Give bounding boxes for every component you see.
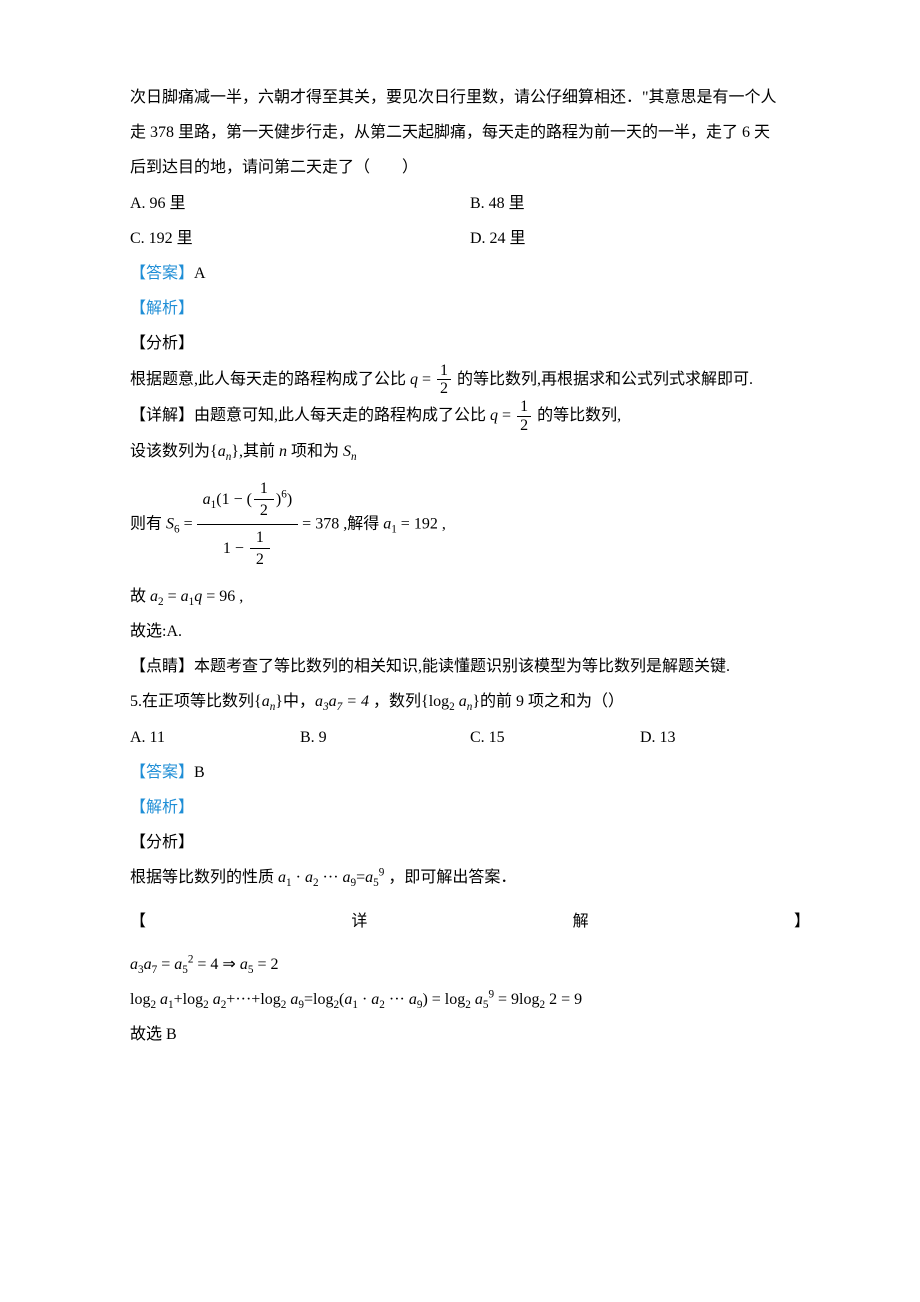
detail-close: 】 xyxy=(794,904,810,939)
q5-stem-pre: 在正项等比数列 xyxy=(142,693,254,710)
q5-brace-r2: } xyxy=(472,693,480,710)
q4-answer: 【答案】A xyxy=(130,256,810,291)
q4-fenxi: 【分析】 xyxy=(130,326,810,361)
s6-den: 1 − 12 xyxy=(197,525,299,573)
s6-den-pre: 1 − xyxy=(223,539,248,556)
q4-analysis-q: q xyxy=(410,371,418,388)
q4-s6-equation: 则有 S6 = a1(1 − (12)6) 1 − 12 = 378 ,解得 a… xyxy=(130,476,810,573)
q5-log-a: a xyxy=(459,693,467,710)
a2-a1: a xyxy=(181,588,189,605)
q4-detail-eq: = xyxy=(498,407,515,424)
detail-mid2: 解 xyxy=(573,904,589,939)
q5-choice-a: A. 11 xyxy=(130,720,300,755)
q5-a3a7: a3a7 = 4 xyxy=(315,693,369,710)
q5-select: 故选 B xyxy=(130,1017,810,1052)
q4-detail-post: 的等比数列, xyxy=(533,407,621,424)
set-seq-n: n xyxy=(279,443,287,460)
q4-jiexi: 【解析】 xyxy=(130,291,810,326)
q5-log-base: 2 xyxy=(449,702,455,714)
a2-eq: = xyxy=(164,588,181,605)
q4-select: 故选:A. xyxy=(130,614,810,649)
brace-r: } xyxy=(231,443,239,460)
q4-analysis-pre: 根据题意,此人每天走的路程构成了公比 xyxy=(130,371,410,388)
q4-choices-row2: C. 192 里 D. 24 里 xyxy=(130,221,810,256)
frac-num: 1 xyxy=(437,362,451,381)
q4-analysis-post: 的等比数列,再根据求和公式列式求解即可. xyxy=(453,371,753,388)
s6-fraction: a1(1 − (12)6) 1 − 12 xyxy=(197,476,299,573)
s6-S: S xyxy=(166,515,174,532)
frac-den: 2 xyxy=(437,380,451,398)
a2-val: = 96 , xyxy=(202,588,243,605)
q4-stem-line2: 走 378 里路，第一天健步行走，从第二天起脚痛，每天走的路程为前一天的一半，走… xyxy=(130,115,810,150)
q4-dianjing: 【点睛】本题考查了等比数列的相关知识,能读懂题识别该模型为等比数列是解题关键. xyxy=(130,649,810,684)
set-seq-mid: ,其前 xyxy=(239,443,279,460)
a2-a: a xyxy=(150,588,158,605)
q5-stem-post: 的前 9 项之和为（） xyxy=(480,693,624,710)
s6-num: a1(1 − (12)6) xyxy=(197,476,299,525)
half-fraction-2: 12 xyxy=(517,398,531,434)
a2-pre: 故 xyxy=(130,588,150,605)
q5-choice-b: B. 9 xyxy=(300,720,470,755)
q5-fenxi: 【分析】 xyxy=(130,825,810,860)
set-seq-S: S xyxy=(343,443,351,460)
q5-a: a xyxy=(262,693,270,710)
q5-eq1: a3a7 = a52 = 4 ⇒ a5 = 2 xyxy=(130,947,810,982)
s6-pre: 则有 xyxy=(130,515,166,532)
q5-brace-l: { xyxy=(254,693,262,710)
half-fraction: 12 xyxy=(437,362,451,398)
answer-label: 【答案】 xyxy=(130,764,194,781)
q4-choice-b: B. 48 里 xyxy=(470,186,810,221)
jiexi-label: 【解析】 xyxy=(130,799,194,816)
q4-detail: 【详解】由题意可知,此人每天走的路程构成了公比 q = 12 的等比数列, xyxy=(130,398,810,434)
s6-a1val: = 192 , xyxy=(397,515,446,532)
q4-choices-row1: A. 96 里 B. 48 里 xyxy=(130,186,810,221)
set-seq-pre: 设该数列为 xyxy=(130,443,210,460)
s6-a1: a xyxy=(383,515,391,532)
q4-choice-c: C. 192 里 xyxy=(130,221,470,256)
q5-choices: A. 11 B. 9 C. 15 D. 13 xyxy=(130,720,810,755)
detail-open: 【 xyxy=(130,904,146,939)
q5-answer-value: B xyxy=(194,764,205,781)
q5-analysis-pre: 根据等比数列的性质 xyxy=(130,869,278,886)
q5-mid: 中， xyxy=(283,693,315,710)
answer-label: 【答案】 xyxy=(130,265,194,282)
q4-a2: 故 a2 = a1q = 96 , xyxy=(130,579,810,614)
q5-eq2: log2 a1+log2 a2+···+log2 a9=log2(a1 · a2… xyxy=(130,982,810,1017)
q5-choice-d: D. 13 xyxy=(640,720,810,755)
q5-stem: 5.在正项等比数列{an}中，a3a7 = 4 ，数列{log2 an}的前 9… xyxy=(130,684,810,719)
q4-stem-line3: 后到达目的地，请问第二天走了（ ） xyxy=(130,150,810,185)
q4-analysis: 根据题意,此人每天走的路程构成了公比 q = 12 的等比数列,再根据求和公式列… xyxy=(130,362,810,398)
s6-eq: = xyxy=(180,515,197,532)
q5-brace-r: } xyxy=(275,693,283,710)
q4-analysis-eq: = xyxy=(418,371,435,388)
q4-choice-d: D. 24 里 xyxy=(470,221,810,256)
q5-jiexi: 【解析】 xyxy=(130,790,810,825)
q5-num: 5. xyxy=(130,693,142,710)
q5-analysis-prod: a1 · a2 ··· a9=a59 xyxy=(278,869,384,886)
frac-num: 1 xyxy=(517,398,531,417)
q4-detail-label: 【详解】 xyxy=(130,407,194,424)
q5-choice-c: C. 15 xyxy=(470,720,640,755)
set-seq-mid2: 项和为 xyxy=(287,443,343,460)
q4-set-seq: 设该数列为{an},其前 n 项和为 Sn xyxy=(130,434,810,469)
brace-l: { xyxy=(210,443,218,460)
detail-mid: 详 xyxy=(351,904,367,939)
q5-mid2: ，数列 xyxy=(369,693,421,710)
q4-detail-pre: 由题意可知,此人每天走的路程构成了公比 xyxy=(194,407,490,424)
q5-answer: 【答案】B xyxy=(130,755,810,790)
frac-den: 2 xyxy=(517,417,531,435)
s6-result: = 378 ,解得 xyxy=(298,515,383,532)
q4-choice-a: A. 96 里 xyxy=(130,186,470,221)
q5-brace-l2: { xyxy=(421,693,429,710)
q5-analysis: 根据等比数列的性质 a1 · a2 ··· a9=a59 ，即可解出答案． xyxy=(130,860,810,895)
seq-a: a xyxy=(218,443,226,460)
set-seq-S-sub: n xyxy=(351,452,357,464)
q5-detail-spread: 【 详 解 】 xyxy=(130,904,810,939)
q4-answer-value: A xyxy=(194,265,206,282)
q5-log: log xyxy=(429,693,449,710)
jiexi-label: 【解析】 xyxy=(130,300,194,317)
q5-analysis-post: ，即可解出答案． xyxy=(384,869,516,886)
q4-stem-line1: 次日脚痛减一半，六朝才得至其关，要见次日行里数，请公仔细算相还．"其意思是有一个… xyxy=(130,80,810,115)
q4-detail-q: q xyxy=(490,407,498,424)
